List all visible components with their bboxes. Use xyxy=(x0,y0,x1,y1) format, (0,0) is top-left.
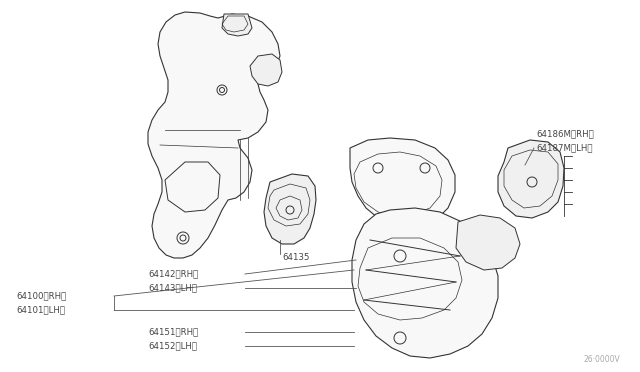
Polygon shape xyxy=(250,54,282,86)
Text: 64143（LH）: 64143（LH） xyxy=(148,283,197,292)
Polygon shape xyxy=(456,215,520,270)
Text: 64135: 64135 xyxy=(282,253,310,263)
Text: 26·0000V: 26·0000V xyxy=(583,356,620,365)
Text: 64187M（LH）: 64187M（LH） xyxy=(536,144,593,153)
Text: 64100（RH）: 64100（RH） xyxy=(16,292,67,301)
Polygon shape xyxy=(498,140,564,218)
Polygon shape xyxy=(222,14,252,36)
Text: 64142（RH）: 64142（RH） xyxy=(148,269,198,279)
Polygon shape xyxy=(264,174,316,244)
Text: 64101（LH）: 64101（LH） xyxy=(16,305,65,314)
Text: 64186M（RH）: 64186M（RH） xyxy=(536,129,594,138)
Polygon shape xyxy=(350,138,455,226)
Text: 64152（LH）: 64152（LH） xyxy=(148,341,197,350)
Text: 64151（RH）: 64151（RH） xyxy=(148,327,198,337)
Polygon shape xyxy=(148,12,280,258)
Polygon shape xyxy=(352,208,498,358)
